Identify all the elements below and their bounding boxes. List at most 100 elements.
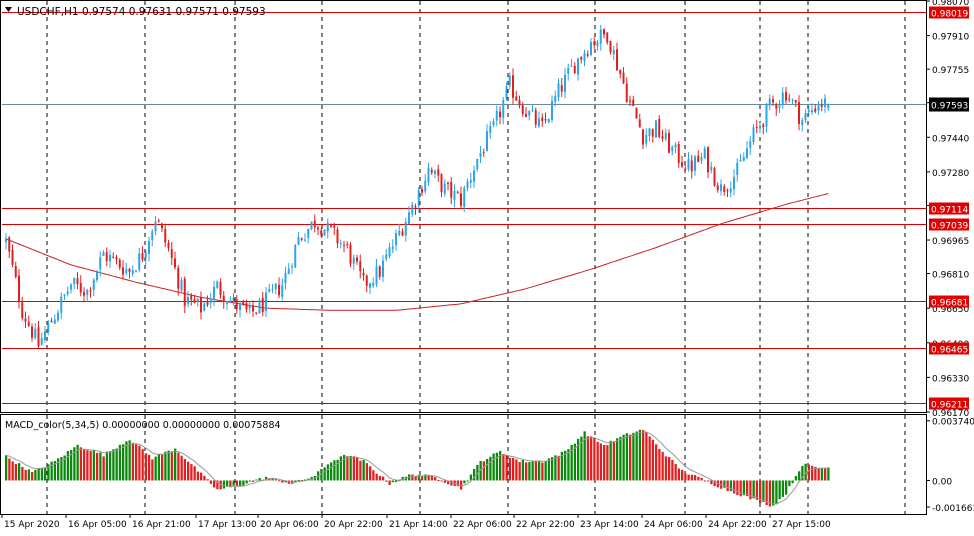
candle-body[interactable] <box>629 100 631 102</box>
candle-body[interactable] <box>677 144 680 163</box>
candle-body[interactable] <box>37 327 40 347</box>
candle-body[interactable] <box>112 256 115 258</box>
candle-body[interactable] <box>580 57 583 60</box>
candle-body[interactable] <box>216 281 219 289</box>
candle-body[interactable] <box>684 168 687 171</box>
candle-body[interactable] <box>648 128 651 136</box>
candle-body[interactable] <box>674 144 677 148</box>
candle-body[interactable] <box>681 162 683 167</box>
candle-body[interactable] <box>141 253 144 260</box>
candle-body[interactable] <box>219 282 222 295</box>
candle-body[interactable] <box>720 184 722 192</box>
candle-body[interactable] <box>811 110 813 113</box>
candle-body[interactable] <box>196 298 199 302</box>
candle-body[interactable] <box>79 282 82 293</box>
candle-body[interactable] <box>557 83 560 98</box>
candle-body[interactable] <box>50 320 53 323</box>
candle-body[interactable] <box>453 190 456 200</box>
candle-body[interactable] <box>778 103 781 108</box>
candle-body[interactable] <box>775 104 778 109</box>
candle-body[interactable] <box>547 119 550 123</box>
candle-body[interactable] <box>21 302 24 318</box>
candle-body[interactable] <box>226 303 228 305</box>
candle-body[interactable] <box>482 152 485 154</box>
candle-body[interactable] <box>300 238 303 240</box>
candle-body[interactable] <box>759 125 761 129</box>
candle-body[interactable] <box>346 244 349 246</box>
candle-body[interactable] <box>570 65 573 67</box>
candle-body[interactable] <box>359 261 362 272</box>
candle-body[interactable] <box>291 266 293 268</box>
candle-body[interactable] <box>479 152 482 157</box>
candle-body[interactable] <box>180 280 183 291</box>
candle-body[interactable] <box>671 146 674 152</box>
candle-body[interactable] <box>177 267 180 289</box>
candle-body[interactable] <box>391 246 394 250</box>
candle-body[interactable] <box>638 119 641 128</box>
candle-body[interactable] <box>278 284 280 296</box>
candle-body[interactable] <box>658 118 661 137</box>
candle-body[interactable] <box>330 223 332 227</box>
candle-body[interactable] <box>700 157 703 161</box>
candle-body[interactable] <box>590 42 592 55</box>
candle-body[interactable] <box>794 100 797 103</box>
candle-body[interactable] <box>170 249 173 258</box>
candle-body[interactable] <box>349 244 352 264</box>
candle-body[interactable] <box>538 118 540 127</box>
candle-body[interactable] <box>528 111 531 116</box>
candle-body[interactable] <box>502 100 505 118</box>
candle-body[interactable] <box>333 225 336 228</box>
candle-body[interactable] <box>616 49 618 71</box>
candle-body[interactable] <box>242 301 245 305</box>
candle-body[interactable] <box>768 98 771 106</box>
candle-body[interactable] <box>86 289 89 295</box>
candle-body[interactable] <box>183 278 186 306</box>
candle-body[interactable] <box>716 185 719 191</box>
candle-body[interactable] <box>765 103 768 127</box>
candle-body[interactable] <box>531 109 534 111</box>
candle-body[interactable] <box>772 99 774 103</box>
candle-body[interactable] <box>635 107 638 119</box>
candle-body[interactable] <box>518 100 521 106</box>
candle-body[interactable] <box>596 42 599 47</box>
candle-body[interactable] <box>239 302 241 310</box>
candle-body[interactable] <box>135 270 137 272</box>
candle-body[interactable] <box>447 183 449 185</box>
candle-body[interactable] <box>577 58 579 75</box>
candle-body[interactable] <box>369 283 371 288</box>
candle-body[interactable] <box>804 113 807 121</box>
candle-body[interactable] <box>109 255 111 262</box>
candle-body[interactable] <box>710 166 713 171</box>
candle-body[interactable] <box>375 266 378 285</box>
candle-body[interactable] <box>96 270 98 281</box>
candle-body[interactable] <box>752 127 755 142</box>
candle-body[interactable] <box>707 147 709 173</box>
candle-body[interactable] <box>99 257 102 270</box>
candle-body[interactable] <box>593 41 596 46</box>
candle-body[interactable] <box>450 182 453 198</box>
candle-body[interactable] <box>612 50 615 55</box>
candle-body[interactable] <box>128 268 131 272</box>
candle-body[interactable] <box>456 191 459 193</box>
candle-body[interactable] <box>232 297 235 301</box>
candle-body[interactable] <box>343 245 345 247</box>
candle-body[interactable] <box>27 321 30 326</box>
candle-body[interactable] <box>798 102 800 124</box>
candle-body[interactable] <box>323 229 326 236</box>
candle-body[interactable] <box>525 114 527 117</box>
candle-body[interactable] <box>788 98 791 100</box>
candle-body[interactable] <box>70 284 72 290</box>
candle-body[interactable] <box>785 91 787 101</box>
candle-body[interactable] <box>508 75 511 86</box>
candle-body[interactable] <box>739 159 742 162</box>
candle-body[interactable] <box>60 296 63 313</box>
candle-body[interactable] <box>421 188 423 193</box>
candle-body[interactable] <box>144 252 147 258</box>
candle-body[interactable] <box>151 231 154 241</box>
candle-body[interactable] <box>645 134 648 144</box>
candle-body[interactable] <box>713 168 716 186</box>
candle-body[interactable] <box>339 243 342 245</box>
candle-body[interactable] <box>365 275 368 286</box>
candle-body[interactable] <box>476 158 479 170</box>
candle-body[interactable] <box>551 100 553 120</box>
